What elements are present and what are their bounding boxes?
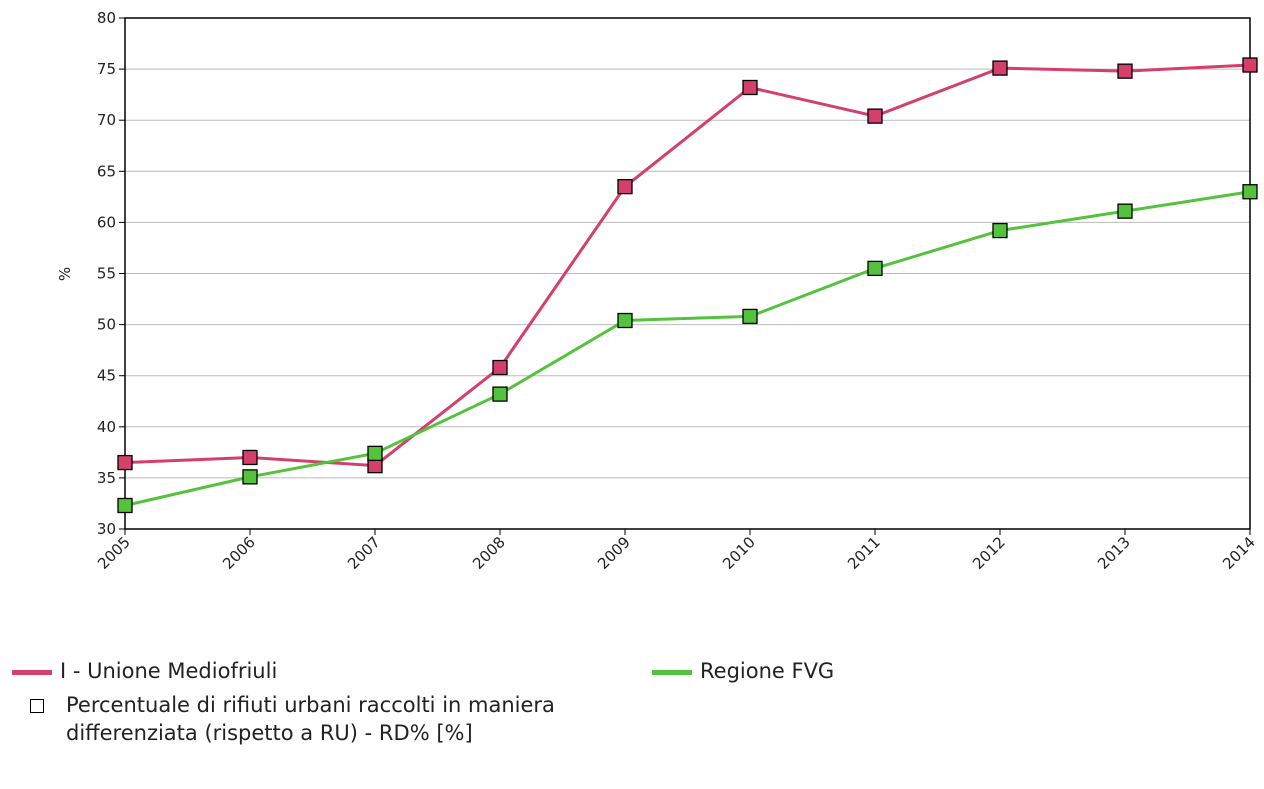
point-marker [492, 359, 508, 376]
series-line [124, 63, 1251, 468]
legend-item: I - Unione Mediofriuli [12, 657, 626, 685]
plot-frame [124, 17, 1251, 530]
y-tick-label: 65 [97, 162, 116, 180]
x-tick-label: 2013 [1094, 533, 1134, 573]
legend-swatch [12, 669, 52, 675]
point-marker [242, 449, 258, 466]
legend-label: Regione FVG [700, 659, 835, 683]
legend-swatch [652, 669, 692, 675]
point-marker [742, 79, 758, 96]
point-marker [367, 445, 383, 462]
y-tick-label: 40 [97, 418, 116, 436]
x-tick-label: 2007 [344, 533, 384, 573]
x-tick-label: 2006 [219, 533, 259, 573]
point-marker [617, 312, 633, 329]
y-tick-label: 80 [97, 9, 116, 27]
legend: Regione FVG [652, 657, 834, 685]
point-marker [117, 497, 133, 514]
y-tick-label: 35 [97, 469, 116, 487]
point-marker [117, 454, 133, 471]
x-tick-label: 2008 [469, 533, 509, 573]
series-line [124, 190, 1251, 507]
point-marker [992, 222, 1008, 239]
y-tick-label: 50 [97, 316, 116, 334]
point-marker [242, 469, 258, 485]
point-marker [742, 308, 758, 325]
legend-item: Regione FVG [652, 657, 834, 685]
point-marker [1117, 203, 1133, 219]
legend: I - Unione Mediofriuli Percentuale di ri… [12, 657, 626, 747]
y-tick-label: 45 [97, 367, 116, 385]
y-tick-label: 75 [97, 60, 116, 78]
point-marker [867, 260, 883, 277]
point-marker [492, 386, 508, 402]
x-tick-label: 2014 [1219, 533, 1259, 573]
y-tick-label: 55 [97, 265, 116, 283]
legend-marker [30, 699, 44, 713]
legend-label: I - Unione Mediofriuli [60, 659, 278, 683]
point-marker [1242, 184, 1258, 200]
x-tick-label: 2009 [594, 533, 634, 573]
x-tick-label: 2010 [719, 533, 759, 573]
point-marker [867, 108, 883, 124]
point-marker [617, 178, 633, 195]
point-marker [992, 60, 1008, 76]
legend-label: Percentuale di rifiuti urbani raccolti i… [66, 693, 555, 745]
y-tick-label: 70 [97, 111, 116, 129]
chart: % 30 35 40 45 50 55 60 65 70 75 80 2005 2006 2007 2008… [56, 9, 1259, 573]
y-tick-label: 30 [97, 520, 116, 538]
x-tick-label: 2011 [844, 533, 884, 573]
y-tick-label: 60 [97, 213, 116, 231]
point-marker [1242, 57, 1258, 73]
point-marker [1117, 63, 1133, 79]
x-tick-label: 2005 [94, 533, 134, 573]
y-axis-label: % [56, 267, 74, 281]
x-tick-label: 2012 [969, 533, 1009, 573]
legend-item: Percentuale di rifiuti urbani raccolti i… [12, 691, 626, 747]
